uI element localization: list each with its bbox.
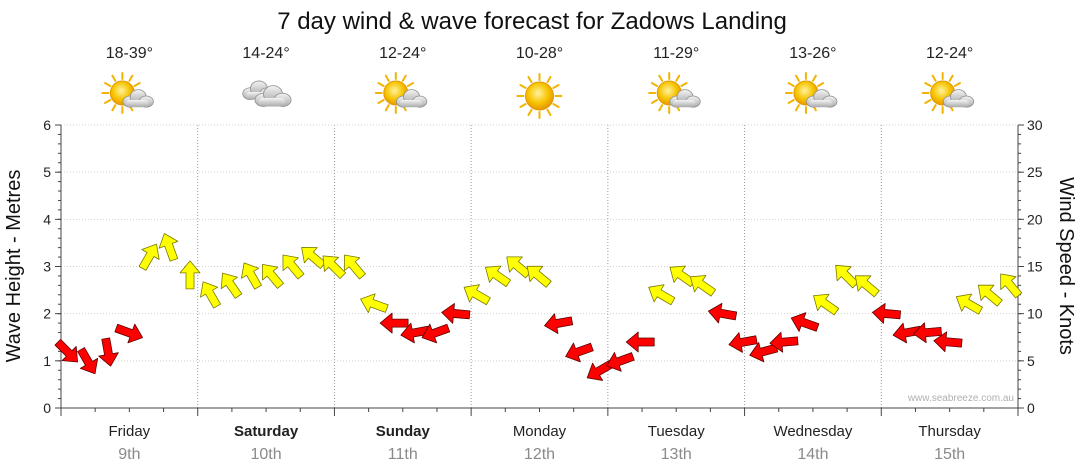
wind-arrow [955,293,983,315]
cloudy-icon [242,80,292,107]
wind-arrow [606,352,635,372]
wind-arrow [854,275,880,298]
wind-arrow [77,347,99,375]
day-date-label: 15th [934,446,965,463]
wind-arrow [526,265,552,288]
y-tick-right: 20 [1027,211,1043,227]
y-tick-left: 0 [43,400,51,416]
wind-arrow [565,342,594,363]
day-name-label: Friday [109,423,151,440]
y-tick-left: 4 [43,211,51,227]
wind-arrow [54,338,79,363]
wind-arrow [912,322,942,344]
partly-cloudy-icon [784,72,838,114]
partly-cloudy-icon [374,72,428,114]
wind-arrow [360,293,389,313]
temperature-range: 12-24° [926,45,973,62]
watermark: www.seabreeze.com.au [907,393,1014,404]
day-date-label: 13th [661,446,692,463]
day-name-label: Saturday [234,423,299,440]
wind-arrow [158,233,179,262]
day-name-label: Sunday [376,423,431,440]
temperature-range: 10-28° [516,45,563,62]
temperature-range: 18-39° [106,45,153,62]
y-tick-right: 25 [1027,164,1043,180]
y-tick-left: 2 [43,306,51,322]
y-tick-left: 5 [43,164,51,180]
partly-cloudy-icon [921,72,975,114]
day-name-label: Tuesday [648,423,705,440]
wind-arrow [241,262,262,290]
wind-arrow [138,243,160,271]
wind-arrow [769,331,799,353]
wind-arrow [441,303,471,324]
day-name-label: Wednesday [773,423,852,440]
temperature-row: 18-39° 14-24° 12-24° 10-28° 11-29° 13-26° 12-2… [106,45,974,62]
day-date-label: 9th [118,446,140,463]
y-tick-right: 30 [1027,117,1043,133]
day-date-label: 14th [797,446,828,463]
y-tick-right: 5 [1027,353,1035,369]
grid [61,124,1018,408]
wind-arrow [977,284,1003,307]
partly-cloudy-icon [101,72,154,114]
wind-arrow [322,255,347,279]
y-tick-right: 0 [1027,400,1035,416]
wind-arrow [282,254,305,280]
y-tick-right: 10 [1027,306,1043,322]
wind-arrow [648,284,676,306]
y-tick-right: 15 [1027,259,1043,275]
day-name-label: Monday [513,423,567,440]
weather-icons-row [101,72,975,119]
wind-arrow [262,264,284,289]
wind-arrow [179,260,201,290]
wind-arrow [114,323,143,344]
wind-arrow [790,312,820,332]
y-tick-left: 1 [43,353,51,369]
wind-arrow [220,272,243,299]
wind-arrow [200,281,221,309]
partly-cloudy-icon [648,72,701,114]
sunny-icon [516,73,563,119]
temperature-range: 13-26° [789,45,836,62]
wind-arrow [485,265,512,288]
temperature-range: 14-24° [242,45,289,62]
y-tick-left: 6 [43,117,51,133]
wind-arrow [813,293,840,316]
wind-arrow [690,275,717,297]
wind-arrows [54,233,1023,381]
day-date-label: 12th [524,446,555,463]
wind-arrow [625,331,655,353]
wind-arrow [892,322,922,344]
day-date-label: 10th [251,446,282,463]
day-date-label: 11th [388,446,418,463]
left-axis-title: Wave Height - Metres [3,170,25,363]
wind-arrow [379,312,409,334]
chart-title: 7 day wind & wave forecast for Zadows La… [277,8,787,35]
right-axis-title: Wind Speed - Knots [1055,177,1077,355]
wind-arrow [421,323,451,344]
day-name-label: Thursday [918,423,981,440]
wind-arrow [400,322,430,344]
wind-arrow [1000,273,1023,299]
wind-arrow [98,337,119,367]
wind-arrow [463,284,491,306]
wind-arrow [708,302,738,324]
wind-arrow [728,332,758,353]
tick-labels: 0 1 2 3 4 5 6 0 5 10 15 20 25 30 [43,117,1043,416]
wind-arrow [544,313,574,334]
day-labels: Friday 9th Saturday 10th Sunday 11th Monday 12t… [109,423,982,463]
wind-arrow [871,303,901,324]
temperature-range: 11-29° [653,45,699,62]
wind-arrow [344,254,366,280]
wind-arrow [933,331,963,353]
y-tick-left: 3 [43,259,51,275]
temperature-range: 12-24° [379,45,426,62]
